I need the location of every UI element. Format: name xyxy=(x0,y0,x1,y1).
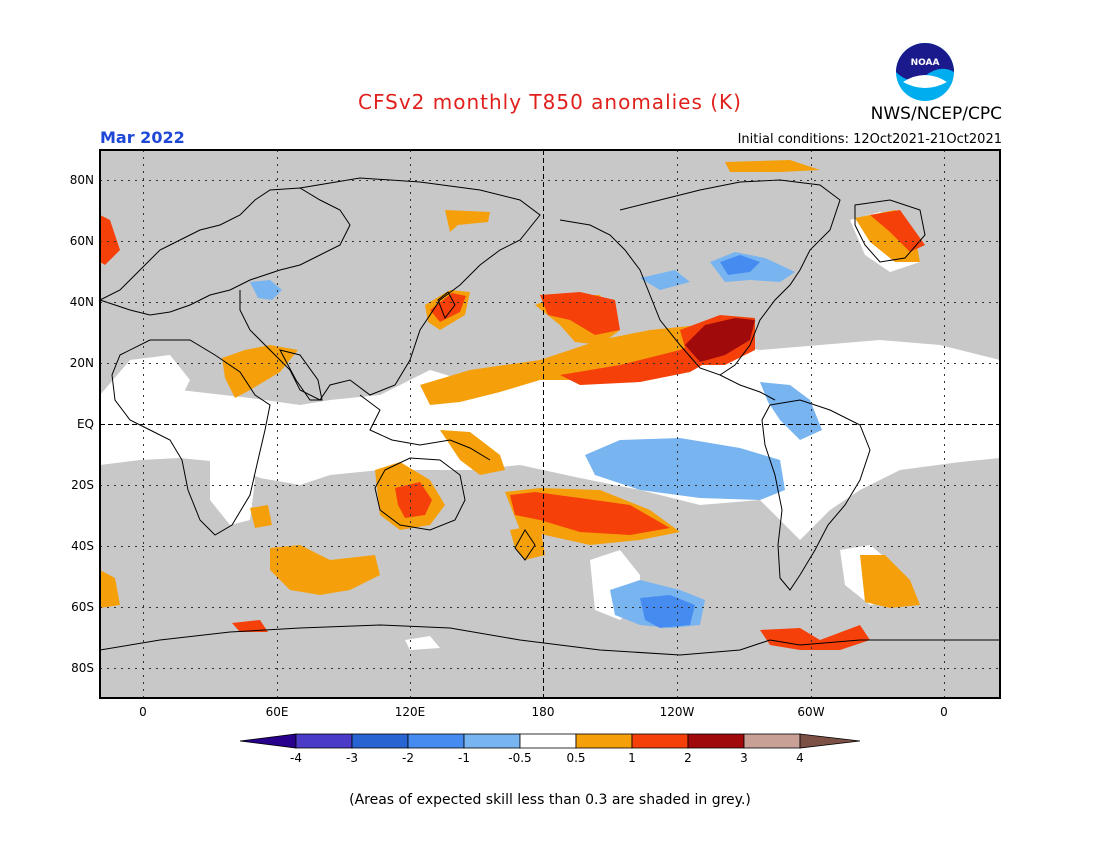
colorbar-bin xyxy=(351,733,409,749)
warm-anomaly-north-america-max xyxy=(685,318,755,362)
initial-conditions: Initial conditions: 12Oct2021-21Oct2021 xyxy=(737,132,1002,147)
skill-footnote: (Areas of expected skill less than 0.3 a… xyxy=(349,792,751,808)
agency-label: NWS/NCEP/CPC xyxy=(870,104,1002,124)
lon-label: 0 xyxy=(139,705,147,719)
colorbar-tick-label: 1 xyxy=(628,751,636,765)
colorbar-bin xyxy=(743,733,801,749)
neutral-region-indian xyxy=(210,440,255,525)
lon-label: 60E xyxy=(265,705,289,719)
neutral-region-antarctic xyxy=(405,636,440,650)
colorbar-tick-label: -1 xyxy=(458,751,470,765)
warm-anomaly-south-africa xyxy=(250,505,272,528)
colorbar-tick-label: 4 xyxy=(796,751,804,765)
cold-anomaly-north-atlantic-core xyxy=(720,255,760,275)
lat-label: 40S xyxy=(71,539,94,553)
colorbar-bin xyxy=(631,733,689,749)
warm-anomaly-south-atlantic xyxy=(860,555,920,608)
graticule xyxy=(100,150,1000,698)
neutral-region-africa xyxy=(100,355,190,400)
colorbar-arrow-right xyxy=(799,733,861,749)
lat-label: EQ xyxy=(76,417,94,431)
lat-label: 20S xyxy=(71,478,94,492)
warm-anomaly-japan-core xyxy=(430,293,466,322)
warm-anomaly-arctic xyxy=(725,160,820,172)
map-title: CFSv2 monthly T850 anomalies (K) xyxy=(358,90,742,114)
lat-label: 80S xyxy=(71,661,94,675)
cold-anomaly-tropical-pacific xyxy=(585,438,785,500)
lon-label: 120E xyxy=(394,705,426,719)
warm-anomaly-new-zealand xyxy=(510,525,545,560)
colorbar-bin xyxy=(295,733,353,749)
colorbar-tick-label: -4 xyxy=(290,751,302,765)
colorbar-tick-label: -2 xyxy=(402,751,414,765)
colorbar-arrow-left xyxy=(239,733,297,749)
colorbar-bin xyxy=(687,733,745,749)
warm-anomaly-south-west-atlantic xyxy=(100,570,120,608)
warm-anomaly-middle-east xyxy=(222,345,298,398)
svg-text:NOAA: NOAA xyxy=(911,58,940,68)
warm-anomaly-antarctic-west xyxy=(232,620,268,632)
lat-label: 80N xyxy=(69,173,94,187)
lat-label: 60N xyxy=(69,234,94,248)
colorbar xyxy=(239,733,861,749)
forecast-period: Mar 2022 xyxy=(100,128,185,147)
warm-anomaly-greenland-core xyxy=(870,210,925,252)
warm-anomaly-indonesia xyxy=(440,430,505,475)
colorbar-tick-label: 3 xyxy=(740,751,748,765)
cold-anomaly-central-asia xyxy=(250,280,282,300)
warm-anomaly-siberia xyxy=(445,210,490,232)
colorbar-bin xyxy=(463,733,521,749)
cold-anomaly-southern-ocean-core xyxy=(640,595,695,628)
map-frame xyxy=(99,149,1001,699)
warm-anomaly-subtropical-band-core xyxy=(560,335,720,385)
colorbar-bin xyxy=(407,733,465,749)
lat-label: 20N xyxy=(69,356,94,370)
warm-anomaly-australia-core xyxy=(395,482,432,518)
colorbar-tick-label: 2 xyxy=(684,751,692,765)
cold-anomaly-caribbean xyxy=(760,382,822,440)
lon-label: 120W xyxy=(659,705,695,719)
warm-anomaly-indian-ocean xyxy=(270,545,380,595)
colorbar-tick-label: -0.5 xyxy=(508,751,532,765)
colorbar-bin xyxy=(519,733,577,749)
warm-anomaly-europe xyxy=(100,215,120,265)
colorbar-tick-label: 0.5 xyxy=(566,751,586,765)
lon-label: 180 xyxy=(531,705,555,719)
warm-anomaly-pacific-band xyxy=(420,325,720,405)
colorbar-tick-label: -3 xyxy=(346,751,358,765)
equator-dateline xyxy=(100,150,1000,698)
noaa-logo: NOAA xyxy=(896,43,954,101)
lon-label: 0 xyxy=(940,705,948,719)
lat-label: 60S xyxy=(71,600,94,614)
warm-anomaly-south-pacific-core xyxy=(510,492,670,535)
warm-anomaly-north-pacific-core xyxy=(540,292,620,335)
colorbar-bin xyxy=(575,733,633,749)
lon-label: 60W xyxy=(797,705,825,719)
warm-anomaly-antarctic-peninsula xyxy=(760,625,870,650)
lat-label: 40N xyxy=(69,295,94,309)
